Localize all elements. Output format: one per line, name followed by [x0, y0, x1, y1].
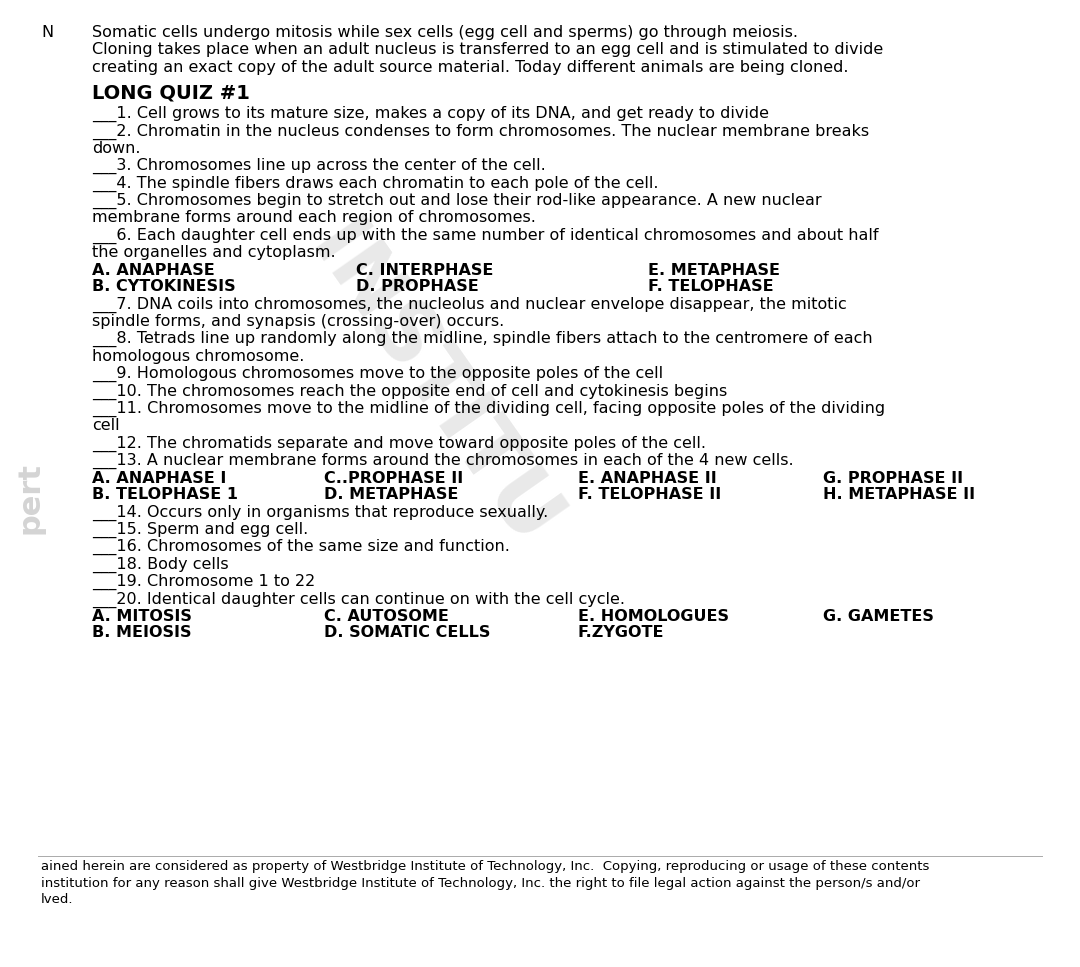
Text: C..PROPHASE II: C..PROPHASE II — [324, 471, 463, 485]
Text: ___3. Chromosomes line up across the center of the cell.: ___3. Chromosomes line up across the cen… — [92, 159, 545, 174]
Text: ___7. DNA coils into chromosomes, the nucleolus and nuclear envelope disappear, : ___7. DNA coils into chromosomes, the nu… — [92, 297, 847, 312]
Text: the organelles and cytoplasm.: the organelles and cytoplasm. — [92, 246, 336, 260]
Text: ___2. Chromatin in the nucleus condenses to form chromosomes. The nuclear membra: ___2. Chromatin in the nucleus condenses… — [92, 124, 869, 139]
Text: C. INTERPHASE: C. INTERPHASE — [356, 263, 494, 278]
Text: Cloning takes place when an adult nucleus is transferred to an egg cell and is s: Cloning takes place when an adult nucleu… — [92, 43, 883, 57]
Text: institution for any reason shall give Westbridge Institute of Technology, Inc. t: institution for any reason shall give We… — [41, 877, 920, 890]
Text: ___4. The spindle fibers draws each chromatin to each pole of the cell.: ___4. The spindle fibers draws each chro… — [92, 176, 659, 191]
Text: homologous chromosome.: homologous chromosome. — [92, 349, 305, 364]
Text: membrane forms around each region of chromosomes.: membrane forms around each region of chr… — [92, 211, 536, 225]
Text: E. HOMOLOGUES: E. HOMOLOGUES — [578, 609, 729, 624]
Text: F. TELOPHASE II: F. TELOPHASE II — [578, 487, 721, 502]
Text: ___5. Chromosomes begin to stretch out and lose their rod-like appearance. A new: ___5. Chromosomes begin to stretch out a… — [92, 193, 822, 209]
Text: creating an exact copy of the adult source material. Today different animals are: creating an exact copy of the adult sour… — [92, 60, 848, 74]
Text: LONG QUIZ #1: LONG QUIZ #1 — [92, 83, 249, 103]
Text: A. ANAPHASE I: A. ANAPHASE I — [92, 471, 226, 485]
Text: spindle forms, and synapsis (crossing-over) occurs.: spindle forms, and synapsis (crossing-ov… — [92, 314, 504, 329]
Text: D. PROPHASE: D. PROPHASE — [356, 279, 480, 294]
Text: D. METAPHASE: D. METAPHASE — [324, 487, 458, 502]
Text: A. ANAPHASE: A. ANAPHASE — [92, 263, 215, 278]
Text: F. TELOPHASE: F. TELOPHASE — [648, 279, 773, 294]
Text: A. MITOSIS: A. MITOSIS — [92, 609, 191, 624]
Text: G. GAMETES: G. GAMETES — [823, 609, 934, 624]
Text: D. SOMATIC CELLS: D. SOMATIC CELLS — [324, 626, 490, 640]
Text: ained herein are considered as property of Westbridge Institute of Technology, I: ained herein are considered as property … — [41, 861, 930, 873]
Text: ___20. Identical daughter cells can continue on with the cell cycle.: ___20. Identical daughter cells can cont… — [92, 592, 625, 607]
Text: cell: cell — [92, 419, 120, 433]
Text: B. TELOPHASE 1: B. TELOPHASE 1 — [92, 487, 238, 502]
Text: ___15. Sperm and egg cell.: ___15. Sperm and egg cell. — [92, 522, 308, 538]
Text: E. METAPHASE: E. METAPHASE — [648, 263, 780, 278]
Text: ___14. Occurs only in organisms that reproduce sexually.: ___14. Occurs only in organisms that rep… — [92, 505, 548, 520]
Text: C. AUTOSOME: C. AUTOSOME — [324, 609, 449, 624]
Text: pert: pert — [16, 462, 44, 534]
Text: down.: down. — [92, 141, 140, 156]
Text: INSTITU: INSTITU — [292, 211, 572, 563]
Text: F.ZYGOTE: F.ZYGOTE — [578, 626, 664, 640]
Text: Somatic cells undergo mitosis while sex cells (egg cell and sperms) go through m: Somatic cells undergo mitosis while sex … — [92, 25, 798, 40]
Text: B. CYTOKINESIS: B. CYTOKINESIS — [92, 279, 235, 294]
Text: ___1. Cell grows to its mature size, makes a copy of its DNA, and get ready to d: ___1. Cell grows to its mature size, mak… — [92, 106, 769, 122]
Text: lved.: lved. — [41, 894, 73, 906]
Text: ___16. Chromosomes of the same size and function.: ___16. Chromosomes of the same size and … — [92, 540, 510, 555]
Text: ___18. Body cells: ___18. Body cells — [92, 557, 229, 572]
Text: ___12. The chromatids separate and move toward opposite poles of the cell.: ___12. The chromatids separate and move … — [92, 436, 706, 452]
Text: B. MEIOSIS: B. MEIOSIS — [92, 626, 191, 640]
Text: ___11. Chromosomes move to the midline of the dividing cell, facing opposite pol: ___11. Chromosomes move to the midline o… — [92, 401, 885, 417]
Text: ___6. Each daughter cell ends up with the same number of identical chromosomes a: ___6. Each daughter cell ends up with th… — [92, 228, 878, 244]
Text: G. PROPHASE II: G. PROPHASE II — [823, 471, 963, 485]
Text: E. ANAPHASE II: E. ANAPHASE II — [578, 471, 716, 485]
Text: N: N — [41, 25, 53, 40]
Text: ___10. The chromosomes reach the opposite end of cell and cytokinesis begins: ___10. The chromosomes reach the opposit… — [92, 384, 727, 399]
Text: ___9. Homologous chromosomes move to the opposite poles of the cell: ___9. Homologous chromosomes move to the… — [92, 366, 663, 382]
Text: ___8. Tetrads line up randomly along the midline, spindle fibers attach to the c: ___8. Tetrads line up randomly along the… — [92, 332, 873, 347]
Text: H. METAPHASE II: H. METAPHASE II — [823, 487, 975, 502]
Text: ___19. Chromosome 1 to 22: ___19. Chromosome 1 to 22 — [92, 574, 315, 590]
Text: ___13. A nuclear membrane forms around the chromosomes in each of the 4 new cell: ___13. A nuclear membrane forms around t… — [92, 454, 794, 469]
